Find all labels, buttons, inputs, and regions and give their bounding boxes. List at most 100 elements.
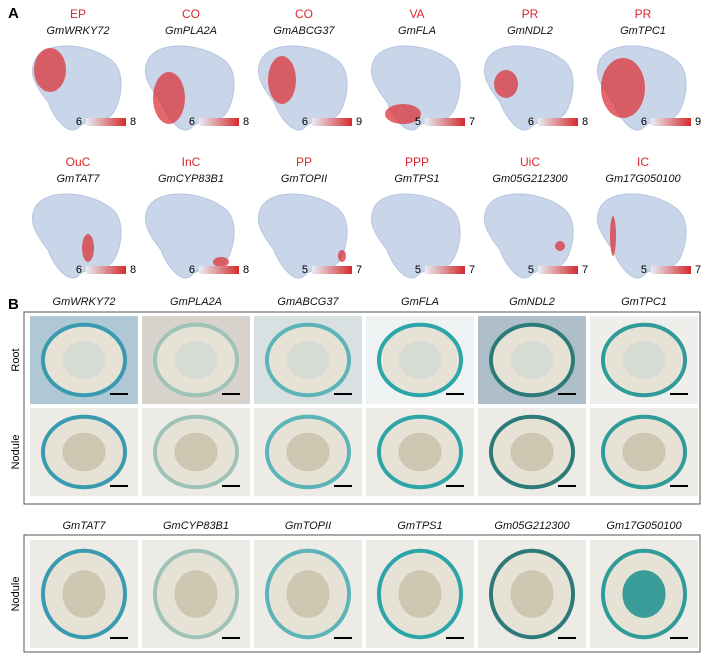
section-core: [174, 340, 218, 380]
umap-expression: [601, 58, 645, 118]
cell-type-label: CO: [295, 7, 313, 21]
cell-type-label: EP: [70, 7, 86, 21]
gene-label: GmFLA: [398, 25, 436, 37]
gene-label: GmTPS1: [394, 173, 439, 185]
frame: [23, 311, 701, 505]
section-core: [286, 432, 330, 472]
cell-type-label: PPP: [405, 155, 429, 169]
umap-expression: [268, 56, 296, 104]
colorbar-max: 7: [469, 116, 475, 128]
colorbar: [86, 266, 126, 274]
gene-label: GmCYP83B1: [163, 520, 229, 532]
section-core: [398, 340, 442, 380]
colorbar-max: 8: [243, 264, 249, 276]
section-core: [622, 432, 666, 472]
colorbar: [312, 118, 352, 126]
gene-label: GmNDL2: [509, 296, 555, 308]
gene-label: GmCYP83B1: [158, 173, 224, 185]
colorbar: [425, 266, 465, 274]
colorbar-min: 6: [302, 116, 308, 128]
section-core: [174, 432, 218, 472]
umap-expression: [153, 72, 185, 124]
colorbar: [651, 266, 691, 274]
gene-label: Gm05G212300: [494, 520, 570, 532]
gene-label: GmTOPII: [281, 173, 327, 185]
section-core: [286, 570, 330, 618]
colorbar-max: 8: [582, 116, 588, 128]
section-core: [622, 570, 666, 618]
colorbar-min: 5: [415, 116, 421, 128]
cell-type-label: UiC: [520, 155, 540, 169]
gene-label: GmABCG37: [277, 296, 339, 308]
gene-label: GmTPS1: [397, 520, 442, 532]
section-core: [62, 340, 106, 380]
cell-type-label: PR: [635, 7, 652, 21]
umap-expression: [338, 250, 346, 262]
section-core: [510, 570, 554, 618]
gene-label: GmTPC1: [621, 296, 667, 308]
colorbar-max: 9: [695, 116, 701, 128]
colorbar: [538, 118, 578, 126]
gene-label: GmPLA2A: [170, 296, 222, 308]
colorbar-max: 8: [130, 264, 136, 276]
cell-type-label: VA: [409, 7, 424, 21]
cell-type-label: PR: [522, 7, 539, 21]
cell-type-label: InC: [182, 155, 201, 169]
gene-label: GmTAT7: [57, 173, 101, 185]
gene-label: GmFLA: [401, 296, 439, 308]
colorbar-max: 7: [695, 264, 701, 276]
gene-label: GmTAT7: [63, 520, 107, 532]
colorbar-min: 6: [76, 264, 82, 276]
colorbar-min: 6: [528, 116, 534, 128]
colorbar: [538, 266, 578, 274]
colorbar-min: 6: [189, 116, 195, 128]
gene-label: Gm17G050100: [606, 520, 682, 532]
section-core: [510, 432, 554, 472]
cell-type-label: PP: [296, 155, 312, 169]
umap-expression: [555, 241, 565, 251]
colorbar-max: 7: [582, 264, 588, 276]
colorbar-max: 9: [356, 116, 362, 128]
colorbar: [199, 266, 239, 274]
colorbar-max: 8: [130, 116, 136, 128]
gene-label: GmTPC1: [620, 25, 666, 37]
gene-label: Gm17G050100: [605, 173, 681, 185]
frame: [23, 534, 701, 653]
section-core: [62, 432, 106, 472]
cell-type-label: CO: [182, 7, 200, 21]
colorbar-min: 5: [528, 264, 534, 276]
section-core: [510, 340, 554, 380]
cell-type-label: IC: [637, 155, 649, 169]
colorbar-min: 6: [76, 116, 82, 128]
colorbar-min: 6: [641, 116, 647, 128]
section-core: [286, 340, 330, 380]
panel-label: B: [8, 296, 19, 313]
section-core: [62, 570, 106, 618]
section-core: [174, 570, 218, 618]
gene-label: GmPLA2A: [165, 25, 217, 37]
section-core: [398, 432, 442, 472]
colorbar-min: 5: [302, 264, 308, 276]
panel-label: A: [8, 5, 19, 22]
umap-expression: [34, 48, 66, 92]
colorbar: [86, 118, 126, 126]
colorbar-min: 6: [189, 264, 195, 276]
umap-expression: [610, 216, 616, 256]
row-label: Nodule: [10, 435, 22, 470]
row-label: Root: [10, 348, 22, 371]
colorbar-max: 8: [243, 116, 249, 128]
colorbar: [651, 118, 691, 126]
row-label: Nodule: [10, 577, 22, 612]
colorbar-min: 5: [415, 264, 421, 276]
gene-label: GmTOPII: [285, 520, 331, 532]
section-core: [398, 570, 442, 618]
colorbar: [312, 266, 352, 274]
gene-label: Gm05G212300: [492, 173, 568, 185]
umap-expression: [213, 257, 229, 267]
cell-type-label: OuC: [66, 155, 91, 169]
colorbar: [425, 118, 465, 126]
section-core: [622, 340, 666, 380]
gene-label: GmWRKY72: [47, 25, 110, 37]
umap-expression: [82, 234, 94, 262]
